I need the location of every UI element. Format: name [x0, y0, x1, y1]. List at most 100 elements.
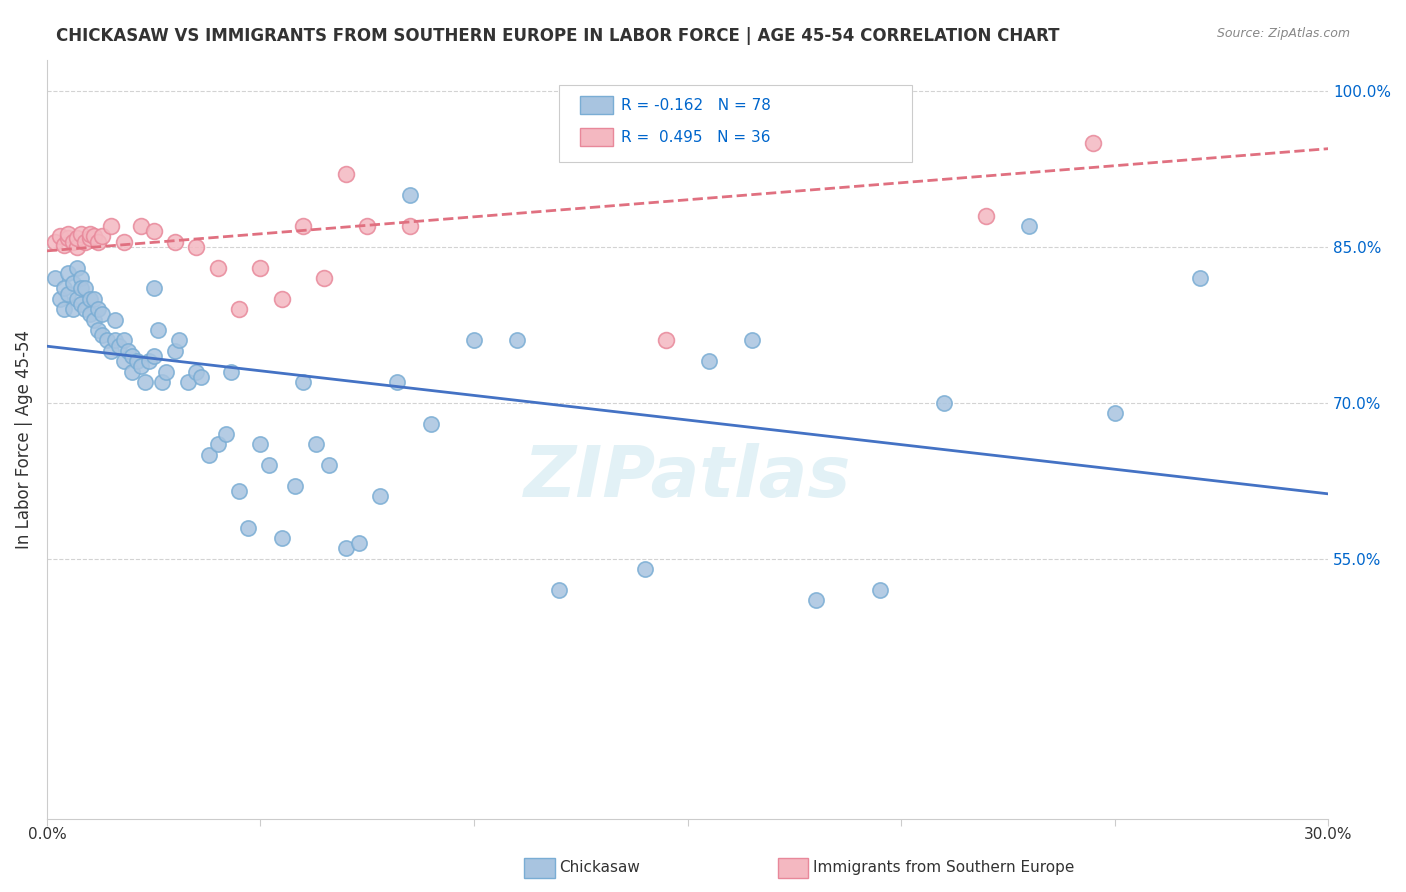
Point [75, 302, 97, 317]
Point [804, 593, 827, 607]
Point [112, 354, 135, 368]
Point [890, 125, 912, 139]
Point [697, 354, 720, 368]
Point [79, 292, 101, 306]
Point [505, 334, 527, 348]
Point [634, 562, 657, 576]
Point [219, 365, 242, 379]
Point [44, 271, 66, 285]
Point [83, 312, 105, 326]
Point [142, 224, 165, 238]
Point [420, 417, 443, 431]
Point [215, 427, 238, 442]
Point [104, 334, 127, 348]
Point [399, 187, 422, 202]
Point [75, 235, 97, 249]
Point [87, 235, 110, 249]
FancyBboxPatch shape [579, 96, 613, 114]
Point [270, 531, 292, 545]
Point [104, 312, 127, 326]
Point [70, 227, 93, 242]
Point [96, 334, 118, 348]
Point [1018, 219, 1040, 233]
Point [305, 437, 328, 451]
Point [177, 375, 200, 389]
Point [548, 582, 571, 597]
Point [399, 219, 422, 233]
Point [125, 354, 148, 368]
Point [292, 375, 315, 389]
Point [108, 338, 131, 352]
Point [163, 343, 186, 358]
Point [270, 292, 292, 306]
Point [190, 369, 212, 384]
Point [1188, 271, 1211, 285]
Point [52, 281, 75, 295]
Point [1083, 136, 1105, 150]
Point [150, 375, 173, 389]
Point [70, 297, 93, 311]
Point [100, 343, 122, 358]
Point [228, 484, 250, 499]
Point [207, 260, 229, 275]
Point [79, 231, 101, 245]
Point [292, 219, 315, 233]
Point [347, 536, 370, 550]
Point [121, 365, 143, 379]
Point [79, 227, 101, 242]
Point [79, 307, 101, 321]
Point [335, 541, 357, 556]
Point [91, 307, 114, 321]
Point [783, 125, 806, 139]
Point [976, 209, 998, 223]
Point [83, 292, 105, 306]
Point [87, 323, 110, 337]
Point [70, 281, 93, 295]
Point [368, 489, 391, 503]
Text: R = -0.162   N = 78: R = -0.162 N = 78 [621, 97, 770, 112]
Point [66, 292, 89, 306]
Point [142, 349, 165, 363]
Point [385, 375, 408, 389]
Point [146, 323, 169, 337]
Point [44, 235, 66, 249]
Point [66, 240, 89, 254]
Point [52, 302, 75, 317]
Text: Immigrants from Southern Europe: Immigrants from Southern Europe [813, 861, 1074, 875]
Point [314, 271, 336, 285]
Point [335, 167, 357, 181]
FancyBboxPatch shape [560, 85, 911, 162]
Point [249, 260, 271, 275]
Point [284, 479, 307, 493]
Point [87, 302, 110, 317]
Text: 0.0%: 0.0% [28, 827, 66, 842]
Point [356, 219, 378, 233]
Point [91, 328, 114, 343]
Point [186, 365, 208, 379]
Point [236, 520, 259, 534]
Point [58, 227, 80, 242]
Point [129, 359, 152, 374]
Point [70, 271, 93, 285]
Point [66, 260, 89, 275]
Point [62, 302, 84, 317]
Point [129, 219, 152, 233]
FancyBboxPatch shape [579, 128, 613, 146]
Point [112, 235, 135, 249]
Text: ZIPatlas: ZIPatlas [524, 442, 851, 512]
Point [718, 125, 741, 139]
Point [83, 229, 105, 244]
Point [186, 240, 208, 254]
Point [257, 458, 280, 473]
Point [48, 229, 70, 244]
Point [91, 229, 114, 244]
Point [463, 334, 485, 348]
Point [163, 235, 186, 249]
Point [100, 219, 122, 233]
Point [741, 334, 763, 348]
Point [121, 349, 143, 363]
Point [932, 396, 955, 410]
Point [134, 375, 156, 389]
Point [169, 334, 191, 348]
Text: CHICKASAW VS IMMIGRANTS FROM SOUTHERN EUROPE IN LABOR FORCE | AGE 45-54 CORRELAT: CHICKASAW VS IMMIGRANTS FROM SOUTHERN EU… [56, 27, 1060, 45]
